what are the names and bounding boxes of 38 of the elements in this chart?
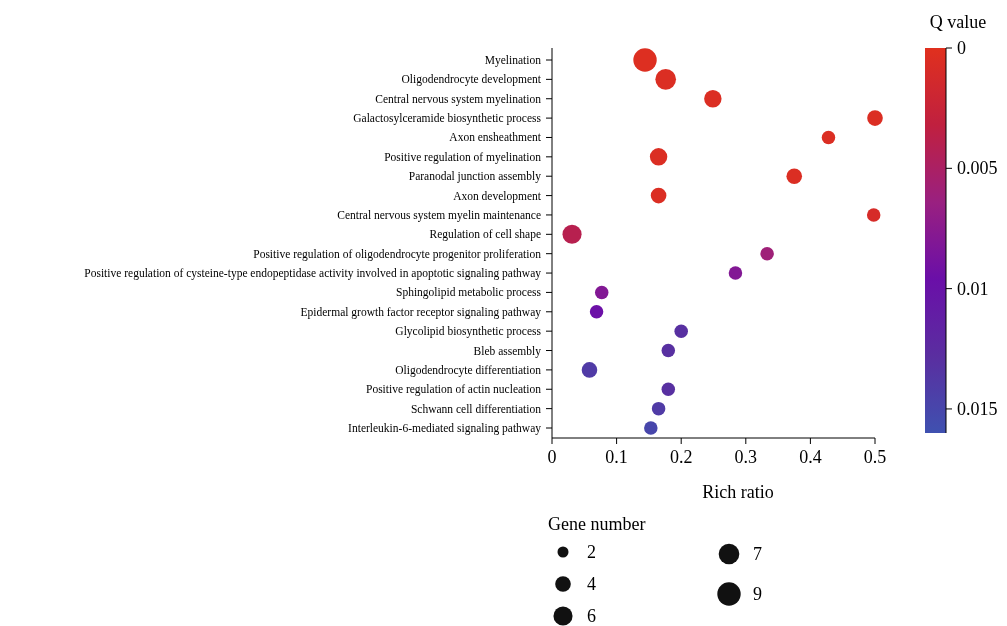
y-tick-label: Positive regulation of myelination [384, 150, 542, 164]
x-tick-label: 0.2 [669, 447, 693, 467]
y-tick-label: Regulation of cell shape [429, 228, 541, 242]
color-bar-title: Q value [929, 12, 987, 32]
y-tick-label: Bleb assembly [473, 344, 542, 358]
color-bar-label: 0.015 [957, 398, 998, 419]
y-tick-label: Central nervous system myelin maintenance [337, 208, 541, 222]
y-tick-label: Positive regulation of oligodendrocyte progenitor proliferation [253, 247, 542, 261]
y-tick-label: Oligodendrocyte development [401, 73, 542, 87]
legend-label: 6 [587, 606, 596, 626]
y-tick-label: Paranodal junction assembly [408, 170, 542, 184]
y-tick-label: Axon development [453, 189, 542, 203]
y-tick-label: Axon ensheathment [449, 131, 542, 144]
legend-label: 4 [587, 574, 596, 594]
color-bar-label: 0.005 [957, 158, 998, 179]
legend-label: 2 [587, 542, 596, 562]
x-tick-label: 0.3 [734, 447, 758, 467]
y-tick-label: Positive regulation of actin nucleation [365, 383, 542, 397]
y-tick-label: Interleukin-6-mediated signaling pathway [348, 422, 542, 435]
y-tick-label: Positive regulation of cysteine-type endopeptidase activity involved in apoptotic signaling pathway [84, 267, 542, 281]
y-tick-label: Sphingolipid metabolic process [395, 286, 542, 300]
y-tick-label: Central nervous system myelination [375, 92, 542, 106]
x-tick-label: 0.4 [799, 447, 822, 467]
legend-label: 7 [753, 544, 762, 564]
y-tick-label: Galactosylceramide biosynthetic process [353, 112, 542, 126]
x-axis-title: Rich ratio [702, 482, 774, 502]
legend-label: 9 [753, 584, 762, 604]
color-bar-label: 0 [957, 38, 966, 58]
legend-title: Gene number [548, 514, 646, 534]
y-tick-label: Oligodendrocyte differentiation [395, 363, 542, 377]
color-bar-label: 0.01 [957, 278, 989, 299]
y-tick-label: Myelination [484, 54, 542, 67]
x-tick-label: 0.5 [863, 447, 887, 467]
y-tick-label: Glycolipid biosynthetic process [395, 325, 542, 339]
y-tick-label: Epidermal growth factor receptor signaling pathway [300, 305, 542, 319]
y-tick-label: Schwann cell differentiation [410, 402, 542, 415]
x-tick-label: 0.1 [605, 447, 628, 467]
x-tick-label: 0 [547, 447, 557, 467]
